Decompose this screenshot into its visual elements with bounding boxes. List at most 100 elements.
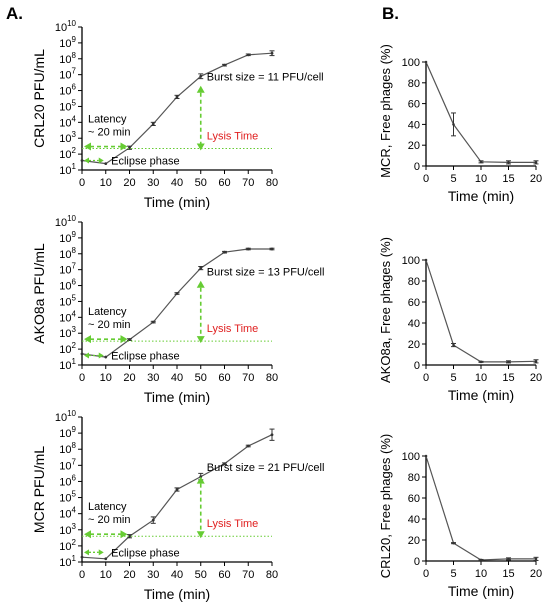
latency-label: Latency	[88, 306, 127, 318]
data-point	[424, 454, 428, 458]
data-point	[175, 95, 179, 99]
x-tick-label: 20	[123, 372, 135, 384]
data-point	[452, 541, 455, 545]
data-point	[479, 558, 483, 562]
x-tick-label: 70	[242, 372, 254, 384]
y-tick-label: 103	[59, 130, 76, 145]
y-tick-label: 108	[59, 51, 76, 66]
data-point	[534, 557, 538, 561]
x-tick-label: 30	[147, 177, 159, 189]
data-point	[424, 258, 428, 262]
x-axis-label: Time (min)	[144, 194, 210, 210]
y-tick-label: 60	[408, 99, 420, 111]
x-tick-label: 40	[171, 177, 183, 189]
x-tick-label: 0	[423, 173, 429, 185]
y-tick-label: 0	[414, 360, 420, 372]
x-tick-label: 70	[242, 177, 254, 189]
lysis-time-label: Lysis Time	[207, 131, 259, 143]
y-axis-label: CRL20 PFU/mL	[31, 49, 47, 148]
y-tick-label: 108	[59, 441, 76, 456]
burst-arrowhead-bottom	[196, 336, 205, 344]
y-tick-label: 0	[414, 161, 420, 173]
latency-duration-label: ~ 20 min	[88, 514, 131, 526]
x-tick-label: 80	[266, 177, 278, 189]
burst-arrowhead-top	[196, 85, 205, 93]
y-tick-label: 80	[408, 78, 420, 90]
data-point	[175, 488, 179, 491]
y-tick-label: 106	[59, 83, 76, 98]
data-point	[104, 162, 108, 166]
latency-arrowhead-right	[120, 142, 128, 151]
data-point	[270, 51, 274, 55]
x-tick-label: 40	[171, 569, 183, 581]
data-point	[452, 343, 455, 347]
burst-arrowhead-top	[196, 476, 205, 484]
y-tick-label: 109	[59, 230, 76, 245]
y-axis-label: AKO8a, Free phages (%)	[378, 237, 393, 383]
y-tick-label: 104	[59, 506, 76, 521]
x-tick-label: 5	[450, 173, 456, 185]
y-tick-label: 40	[408, 318, 420, 330]
lysis-time-label: Lysis Time	[207, 518, 259, 530]
series-line	[425, 259, 537, 363]
y-axis-label: MCR, Free phages (%)	[378, 44, 393, 178]
x-tick-label: 60	[218, 569, 230, 581]
y-tick-label: 80	[408, 472, 420, 484]
y-tick-label: 1010	[55, 214, 77, 229]
y-tick-label: 1010	[55, 409, 77, 424]
data-point	[151, 518, 155, 522]
eclipse-label: Eclipse phase	[111, 350, 180, 362]
x-tick-label: 15	[502, 173, 514, 185]
y-tick-label: 101	[59, 554, 76, 569]
eclipse-arrowhead-left	[84, 157, 89, 164]
lysis-time-label: Lysis Time	[207, 323, 259, 335]
x-axis-label: Time (min)	[448, 387, 514, 403]
data-point	[175, 292, 179, 295]
y-tick-label: 107	[59, 262, 76, 277]
y-tick-label: 102	[59, 538, 76, 553]
y-tick-label: 103	[59, 522, 76, 537]
x-tick-label: 20	[530, 372, 542, 384]
y-tick-label: 80	[408, 276, 420, 288]
y-tick-label: 40	[408, 119, 420, 131]
y-tick-label: 103	[59, 325, 76, 340]
data-point	[223, 63, 226, 67]
x-axis-label: Time (min)	[448, 583, 514, 599]
burst-size-label: Burst size = 21 PFU/cell	[207, 462, 325, 474]
x-tick-label: 50	[195, 177, 207, 189]
y-tick-label: 105	[59, 293, 76, 308]
chart-b2: 0 20 40 60 80 100 0 5 10 15 20 Time (min) AKO8a, Fre…	[378, 237, 542, 403]
x-tick-label: 15	[502, 372, 514, 384]
x-tick-label: 30	[147, 569, 159, 581]
data-point	[534, 360, 538, 363]
burst-arrowhead-bottom	[196, 143, 205, 151]
y-tick-label: 20	[408, 339, 420, 351]
y-tick-label: 105	[59, 490, 76, 505]
panel-label-b: B.	[382, 4, 399, 23]
x-axis-label: Time (min)	[144, 586, 210, 602]
chart-b1: 0 20 40 60 80 100 0 5 10 15 20 Time (min) MCR, Free …	[378, 44, 542, 204]
data-point	[479, 360, 483, 364]
data-point	[151, 320, 155, 324]
y-tick-label: 102	[59, 146, 76, 161]
y-tick-label: 20	[408, 140, 420, 152]
y-axis-label: CRL20, Free phages (%)	[378, 434, 393, 579]
eclipse-label: Eclipse phase	[111, 155, 180, 167]
x-tick-label: 60	[218, 177, 230, 189]
chart-b3: 0 20 40 60 80 100 0 5 10 15 20 Time (min) CRL20, Fre…	[378, 434, 542, 599]
data-point	[223, 250, 226, 254]
data-point	[479, 160, 483, 164]
y-tick-label: 109	[59, 35, 76, 50]
y-tick-label: 107	[59, 67, 76, 82]
data-point	[199, 74, 203, 78]
y-tick-label: 40	[408, 514, 420, 526]
data-point	[104, 355, 108, 359]
data-point	[507, 161, 510, 164]
y-tick-label: 102	[59, 341, 76, 356]
eclipse-arrowhead-left	[84, 549, 89, 556]
x-tick-label: 20	[123, 177, 135, 189]
y-tick-label: 101	[59, 357, 76, 372]
eclipse-arrowhead-right	[98, 157, 104, 164]
latency-label: Latency	[88, 501, 127, 513]
